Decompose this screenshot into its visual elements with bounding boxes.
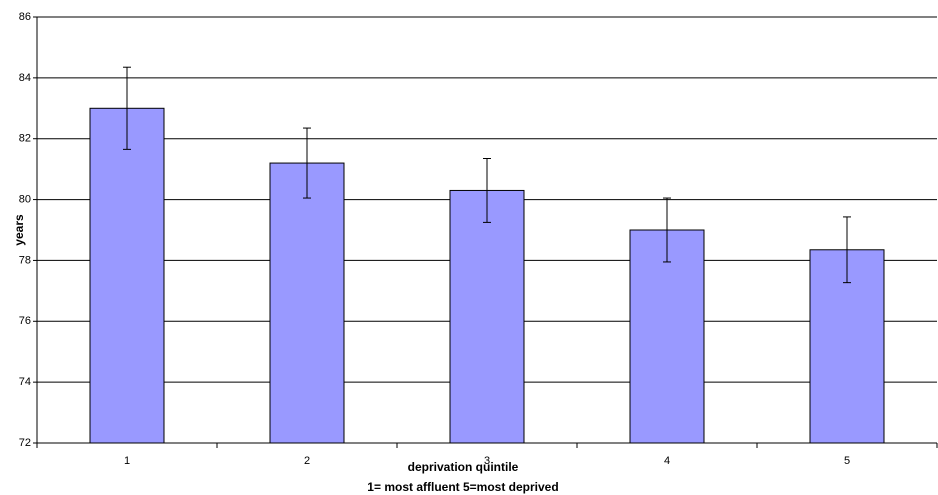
error-bar xyxy=(483,157,491,223)
bar xyxy=(89,107,165,444)
y-tick-label: 82 xyxy=(19,133,31,145)
y-axis-title: years xyxy=(12,214,26,246)
x-tick-label: 5 xyxy=(844,455,850,467)
bar xyxy=(269,162,345,444)
y-tick-label: 84 xyxy=(19,72,31,84)
y-tick-label: 86 xyxy=(19,11,31,23)
x-tick-label: 1 xyxy=(124,455,130,467)
x-tick-label: 2 xyxy=(304,455,310,467)
y-tick-label: 76 xyxy=(19,315,31,327)
error-bar xyxy=(663,197,671,263)
x-axis-note: 1= most affluent 5=most deprived xyxy=(367,480,558,494)
x-tick-label: 3 xyxy=(484,455,490,467)
error-bar xyxy=(123,66,131,150)
y-tick-label: 78 xyxy=(19,254,31,266)
y-tick-label: 74 xyxy=(19,376,31,388)
error-bar xyxy=(303,127,311,199)
y-tick-label: 80 xyxy=(19,193,31,205)
error-bar xyxy=(843,216,851,284)
bar xyxy=(449,189,525,444)
y-tick-label: 72 xyxy=(19,437,31,449)
bar xyxy=(629,229,705,444)
x-tick-label: 4 xyxy=(664,455,670,467)
x-axis-title: deprivation quintile xyxy=(408,460,519,474)
